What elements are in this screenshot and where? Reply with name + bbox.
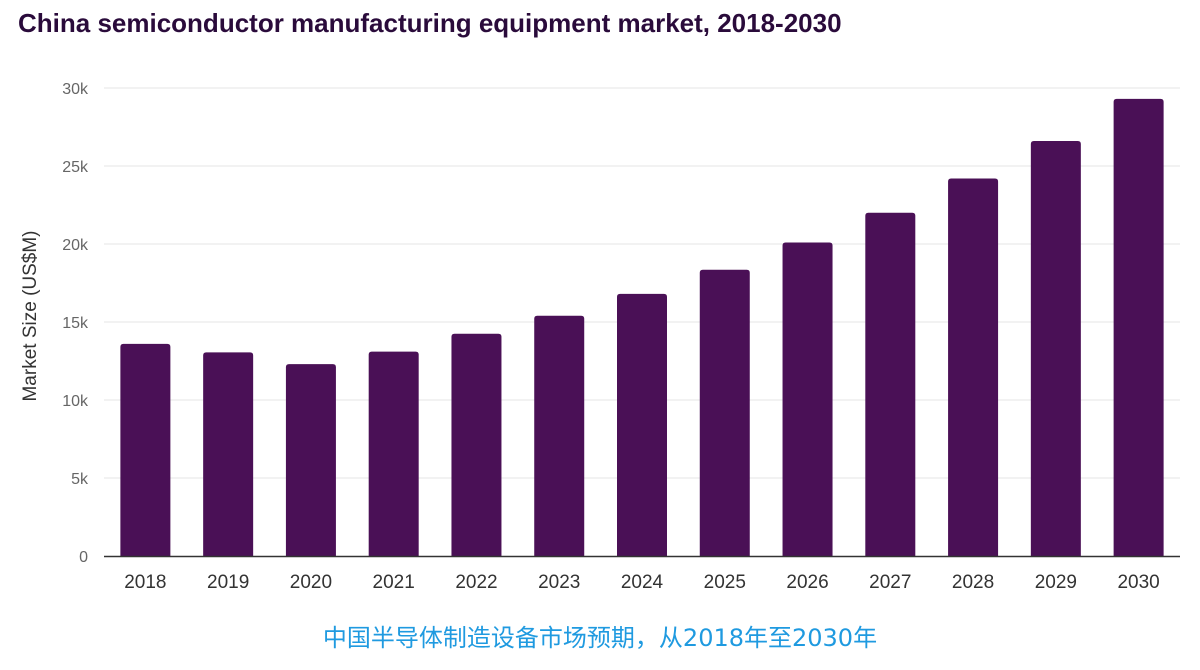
x-tick-label: 2030 [1117, 572, 1159, 593]
bar-2022 [451, 333, 502, 556]
bars [120, 98, 1164, 557]
x-tick-label: 2026 [786, 572, 828, 593]
y-tick-label: 15k [62, 315, 89, 332]
y-tick-label: 30k [62, 81, 89, 98]
y-tick-label: 10k [62, 393, 89, 410]
x-tick-label: 2028 [952, 572, 994, 593]
x-tick-label: 2027 [869, 572, 911, 593]
y-tick-label: 25k [62, 159, 89, 176]
y-tick-label: 20k [62, 237, 89, 254]
chart-title: China semiconductor manufacturing equipm… [18, 8, 842, 38]
y-axis-label: Market Size (US$M) [20, 230, 41, 401]
bar-2023 [534, 315, 585, 556]
x-tick-label: 2029 [1035, 572, 1077, 593]
x-axis-ticks: 2018 2019 2020 2021 2022 2023 2024 2025 2026 2027… [124, 572, 1160, 593]
bar-2027 [865, 212, 916, 557]
bar-2026 [782, 242, 833, 556]
x-tick-label: 2022 [455, 572, 497, 593]
bar-2028 [948, 178, 999, 557]
bar-2030 [1113, 98, 1164, 557]
x-tick-label: 2025 [704, 572, 746, 593]
bar-2020 [285, 364, 336, 556]
bar-2021 [368, 351, 419, 556]
bar-2018 [120, 343, 171, 556]
y-axis-ticks: 0 5k 10k 15k 20k 25k 30k [62, 81, 89, 566]
bar-2019 [203, 352, 254, 556]
chinese-caption: 中国半导体制造设备市场预期，从2018年至2030年 [322, 624, 878, 652]
bar-2025 [699, 269, 750, 556]
x-tick-label: 2020 [290, 572, 332, 593]
y-tick-label: 0 [79, 549, 88, 566]
bar-2024 [617, 293, 667, 556]
x-tick-label: 2018 [124, 572, 166, 593]
x-tick-label: 2024 [621, 572, 664, 593]
x-tick-label: 2021 [373, 572, 415, 593]
x-tick-label: 2019 [207, 572, 249, 593]
bar-2029 [1030, 141, 1081, 557]
x-tick-label: 2023 [538, 572, 580, 593]
y-tick-label: 5k [71, 471, 89, 488]
